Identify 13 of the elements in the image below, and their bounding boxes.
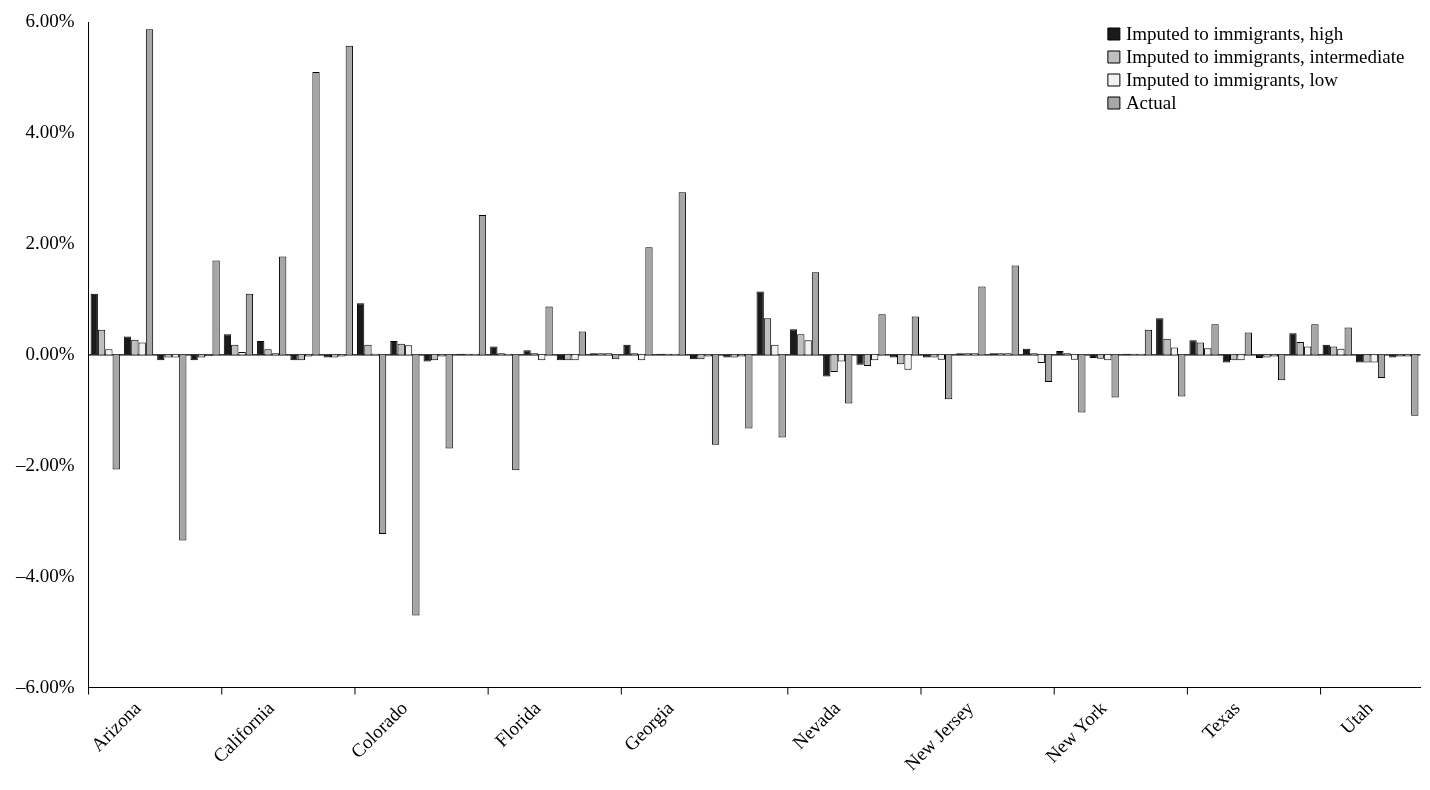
legend-label: Imputed to immigrants, low bbox=[1125, 68, 1339, 90]
x-tick-label: Utah bbox=[1335, 696, 1378, 739]
y-tick-label: 6.00% bbox=[25, 9, 75, 31]
legend-label: Imputed to immigrants, intermediate bbox=[1125, 45, 1405, 67]
y-tick-label: –2.00% bbox=[15, 453, 75, 475]
y-tick-label: –4.00% bbox=[15, 564, 75, 586]
y-tick-label: 4.00% bbox=[25, 120, 75, 142]
y-tick-label: 0.00% bbox=[25, 342, 75, 364]
legend-label: Actual bbox=[1125, 91, 1177, 113]
y-tick-label: 2.00% bbox=[25, 231, 75, 253]
legend-label: Imputed to immigrants, high bbox=[1125, 22, 1344, 44]
y-tick-label: –6.00% bbox=[15, 675, 75, 697]
x-tick-label: New York bbox=[1041, 696, 1111, 767]
